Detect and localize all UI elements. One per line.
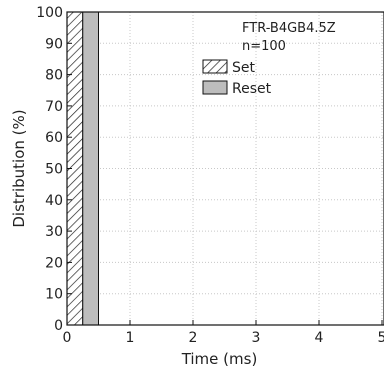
y-axis-title: Distribution (%) [10, 109, 28, 227]
y-tick-label: 70 [45, 99, 63, 115]
y-tick-label: 10 [45, 287, 63, 303]
legend-swatch-set [202, 59, 228, 74]
x-tick-label: 2 [189, 330, 198, 346]
y-tick-label: 30 [45, 224, 63, 240]
y-tick-label: 90 [45, 36, 63, 52]
y-tick-label: 80 [45, 68, 63, 84]
x-tick-label: 0 [63, 330, 72, 346]
device-annotation: FTR-B4GB4.5Z n=100 [242, 21, 336, 54]
legend-swatch-reset [202, 80, 228, 95]
x-tick-label: 3 [252, 330, 261, 346]
sample-count-label: n=100 [242, 39, 286, 54]
legend-label-reset: Reset [232, 81, 272, 97]
y-tick-label: 100 [36, 5, 63, 21]
x-tick-label: 1 [126, 330, 135, 346]
device-model-label: FTR-B4GB4.5Z [242, 21, 336, 36]
y-tick-label: 40 [45, 193, 63, 209]
y-tick-label: 50 [45, 162, 63, 178]
x-tick-label: 4 [315, 330, 324, 346]
y-tick-label: 20 [45, 255, 63, 271]
legend-label-set: Set [232, 60, 256, 76]
x-tick-label: 5 [378, 330, 384, 346]
plot-frame [66, 11, 384, 326]
y-tick-label: 0 [54, 318, 63, 334]
grid-layer [67, 12, 384, 325]
y-tick-label: 60 [45, 130, 63, 146]
tick-layer: 0 10 20 30 40 50 60 70 80 90 100 0 1 2 3 4 5 [36, 5, 384, 346]
legend: Set Reset [202, 59, 272, 97]
x-axis-title: Time (ms) [181, 350, 258, 368]
bar-reset [82, 11, 99, 326]
